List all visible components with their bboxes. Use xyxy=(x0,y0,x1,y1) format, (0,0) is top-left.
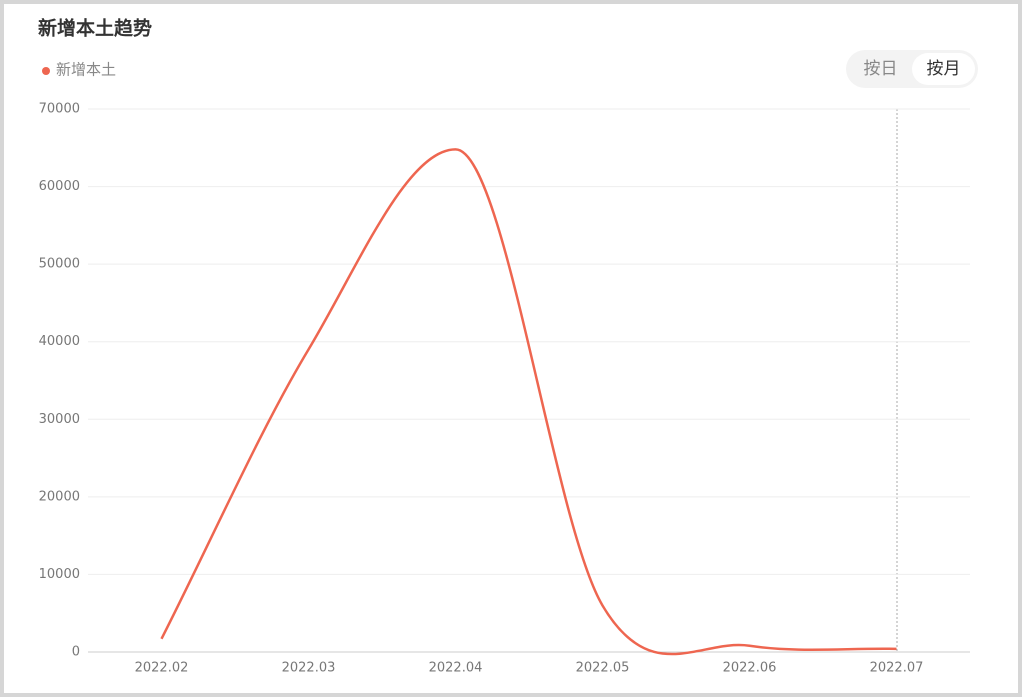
y-tick-label: 40000 xyxy=(39,334,80,349)
x-tick-label: 2022.03 xyxy=(282,661,336,676)
chart-title: 新增本土趋势 xyxy=(38,17,152,40)
toggle: 按日 按月 xyxy=(846,50,978,88)
x-tick-label: 2022.02 xyxy=(135,661,189,676)
legend-label: 新增本土 xyxy=(56,61,116,79)
y-tick-label: 70000 xyxy=(39,102,80,117)
x-tick-label: 2022.07 xyxy=(870,661,924,676)
x-tick-label: 2022.04 xyxy=(429,661,483,676)
y-tick-label: 50000 xyxy=(39,257,80,272)
y-tick-label: 60000 xyxy=(39,179,80,194)
y-tick-label: 0 xyxy=(72,645,80,660)
x-tick-label: 2022.06 xyxy=(723,661,777,676)
y-tick-label: 20000 xyxy=(39,489,80,504)
line xyxy=(160,148,897,656)
legend-marker xyxy=(42,67,50,75)
x-tick-label: 2022.05 xyxy=(576,661,630,676)
y-tick-label: 30000 xyxy=(39,412,80,427)
y-tick-label: 10000 xyxy=(39,567,80,582)
toggle-option[interactable]: 按月 xyxy=(912,53,975,85)
toggle-option[interactable]: 按日 xyxy=(863,59,898,79)
